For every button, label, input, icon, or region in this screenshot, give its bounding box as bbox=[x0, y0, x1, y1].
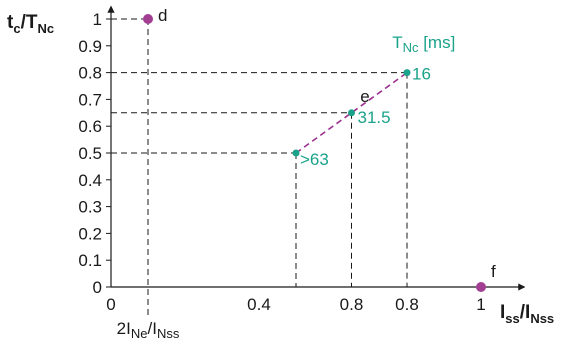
y-tick-label: 0.1 bbox=[78, 251, 102, 270]
marker-point bbox=[476, 282, 486, 292]
axes bbox=[111, 7, 524, 287]
guide-lines bbox=[111, 19, 407, 315]
data-label: 31.5 bbox=[358, 108, 391, 127]
annotation-label: e bbox=[360, 87, 369, 106]
x-tick-label: 0.4 bbox=[247, 295, 271, 314]
y-axis-title: tc/TNc bbox=[7, 12, 54, 36]
data-point bbox=[348, 109, 355, 116]
x-tick-label: 0.8 bbox=[340, 295, 364, 314]
y-tick-label: 0.9 bbox=[78, 37, 102, 56]
marker-label: f bbox=[491, 262, 496, 281]
tick-labels: 0 0.1 0.2 0.3 0.4 0.5 0.6 0.7 0.8 0.9 1 0 0.4 0.8 0.8 1… bbox=[78, 10, 485, 341]
x-special-label: 2INe/INss bbox=[117, 319, 180, 341]
axis-titles: tc/TNc Iss/INss bbox=[7, 12, 554, 326]
series-layer: >63 31.5 16 TNc [ms] e d f bbox=[143, 6, 496, 292]
y-tick-label: 0.2 bbox=[78, 224, 102, 243]
data-point bbox=[293, 150, 300, 157]
y-tick-label: 0.3 bbox=[78, 198, 102, 217]
y-tick-label: 0.8 bbox=[78, 64, 102, 83]
x-axis-title: Iss/INss bbox=[500, 302, 554, 326]
data-label: 16 bbox=[412, 65, 431, 84]
x-tick-label: 0.8 bbox=[395, 295, 419, 314]
y-tick-label: 1 bbox=[93, 10, 102, 29]
series-name-label: TNc [ms] bbox=[392, 33, 455, 55]
x-tick-label: 0 bbox=[106, 295, 115, 314]
y-tick-label: 0.5 bbox=[78, 144, 102, 163]
y-tick-label: 0.4 bbox=[78, 171, 102, 190]
data-point bbox=[404, 69, 411, 76]
data-label: >63 bbox=[300, 150, 329, 169]
y-tick-label: 0.6 bbox=[78, 117, 102, 136]
y-tick-label: 0 bbox=[93, 278, 102, 297]
marker-point bbox=[143, 14, 153, 24]
y-tick-label: 0.7 bbox=[78, 90, 102, 109]
x-tick-label: 1 bbox=[476, 295, 485, 314]
marker-label: d bbox=[158, 6, 167, 25]
